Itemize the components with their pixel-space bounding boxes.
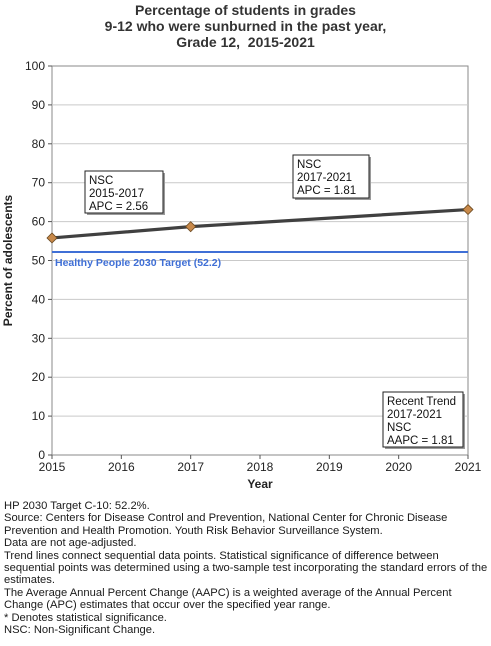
note-age-adjusted: Data are not age-adjusted. — [4, 537, 137, 550]
x-tick-label: 2020 — [385, 460, 412, 474]
data-point-marker — [462, 203, 474, 216]
y-tick-label: 70 — [32, 176, 46, 190]
y-axis-title: Percent of adolescents — [1, 194, 15, 326]
annotation-text: APC = 1.81 — [297, 185, 356, 197]
chart-title-line-2: 9-12 who were sunburned in the past year… — [104, 18, 387, 34]
annotation-text: 2017-2021 — [387, 409, 442, 421]
y-tick-label: 10 — [32, 409, 46, 423]
line-chart: 0 10 20 30 40 50 60 70 80 90 100 2015 2016 2017 2018 20… — [1, 59, 482, 491]
note-hp-target: HP 2030 Target C-10: 52.2%. — [4, 500, 150, 512]
data-point-marker — [46, 232, 58, 244]
x-tick-label: 2017 — [177, 460, 204, 474]
annotation-frame — [84, 170, 164, 214]
chart-title-line-1: Percentage of students in grades — [135, 2, 356, 18]
annotation-text: 2015-2017 — [89, 188, 144, 200]
data-point-marker — [185, 221, 197, 233]
annotation-frame — [292, 154, 370, 199]
y-tick-label: 20 — [32, 370, 46, 384]
annotation-text: NSC — [297, 159, 321, 171]
x-axis-title: Year — [247, 477, 273, 491]
y-tick-label: 0 — [38, 448, 45, 462]
note-aapc: The Average Annual Percent Change (AAPC)… — [4, 586, 452, 612]
chart-title-line-3: Grade 12, 2015-2021 — [176, 34, 315, 50]
y-tick-label: 60 — [32, 215, 46, 229]
target-label: Healthy People 2030 Target (52.2) — [55, 257, 221, 269]
y-tick-label: 100 — [25, 59, 45, 73]
note-nsc: NSC: Non-Significant Change. — [4, 624, 156, 637]
x-tick-label: 2019 — [316, 460, 343, 474]
y-tick-label: 50 — [32, 254, 46, 268]
note-source: Source: Centers for Disease Control and … — [4, 512, 448, 537]
annotation-text: NSC — [387, 422, 411, 434]
y-tick-label: 30 — [32, 331, 46, 345]
note-significance: * Denotes statistical significance. — [4, 611, 167, 624]
y-tick-label: 80 — [32, 137, 46, 151]
annotation-text: Recent Trend — [387, 396, 456, 408]
x-tick-label: 2018 — [247, 460, 274, 474]
annotation-frame — [382, 391, 464, 448]
annotation-text: 2017-2021 — [297, 172, 352, 184]
chart-notes: HP 2030 Target C-10: 52.2%. Source: Cent… — [4, 500, 488, 636]
y-tick-label: 90 — [32, 98, 46, 112]
annotation-text: NSC — [89, 175, 113, 187]
x-tick-label: 2021 — [455, 460, 482, 474]
x-tick-label: 2015 — [39, 460, 66, 474]
y-tick-label: 40 — [32, 292, 46, 306]
note-trend-lines: Trend lines connect sequential data poin… — [4, 549, 488, 587]
x-tick-label: 2016 — [108, 460, 135, 474]
chart-title: Percentage of students in grades 9-12 wh… — [0, 2, 491, 50]
annotation-text: APC = 2.56 — [89, 201, 148, 213]
annotation-text: AAPC = 1.81 — [387, 435, 454, 447]
